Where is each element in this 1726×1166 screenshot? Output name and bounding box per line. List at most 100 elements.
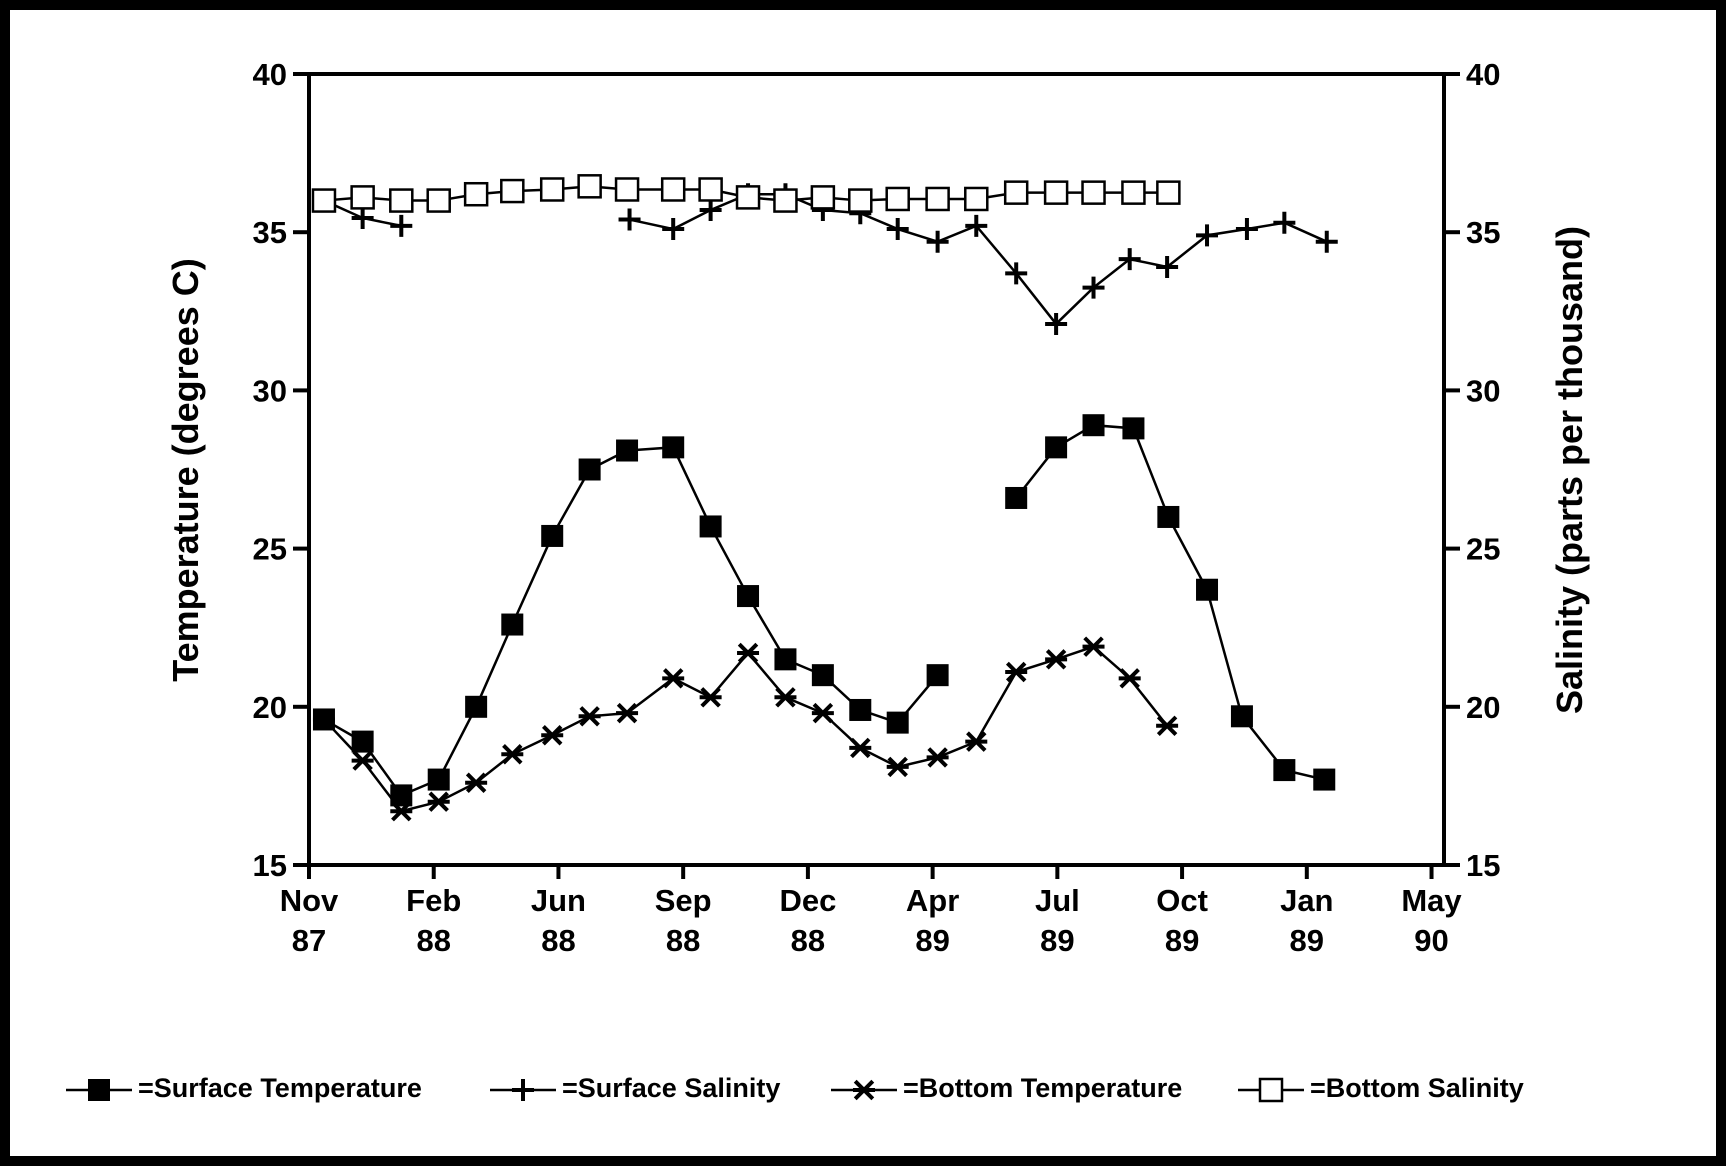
marker bbox=[1156, 180, 1181, 205]
marker bbox=[1082, 414, 1105, 437]
marker bbox=[926, 230, 949, 253]
marker bbox=[578, 458, 601, 481]
marker bbox=[541, 725, 564, 746]
marker bbox=[614, 177, 640, 202]
legend-item: =Surface Temperature bbox=[66, 1073, 422, 1103]
marker bbox=[1156, 715, 1179, 736]
marker bbox=[662, 218, 685, 241]
marker bbox=[926, 664, 949, 687]
marker bbox=[616, 702, 639, 724]
marker bbox=[1121, 180, 1146, 205]
marker bbox=[1005, 262, 1028, 285]
marker bbox=[351, 750, 374, 771]
marker bbox=[350, 185, 375, 210]
marker bbox=[1196, 224, 1219, 247]
marker bbox=[1118, 248, 1141, 271]
marker bbox=[1315, 230, 1338, 253]
marker bbox=[662, 436, 685, 459]
y-tick-label: 15 bbox=[253, 848, 287, 883]
marker bbox=[811, 664, 834, 687]
legend-label: =Surface Salinity bbox=[562, 1073, 780, 1103]
marker bbox=[390, 800, 413, 822]
y2-tick-label: 30 bbox=[1466, 373, 1500, 408]
marker bbox=[886, 218, 909, 241]
marker bbox=[501, 613, 524, 636]
marker bbox=[389, 188, 414, 213]
marker bbox=[390, 214, 413, 237]
marker bbox=[1313, 768, 1336, 791]
marker bbox=[698, 177, 723, 202]
marker bbox=[965, 214, 988, 237]
marker bbox=[699, 199, 722, 222]
y-tick-label: 30 bbox=[253, 373, 287, 408]
marker bbox=[1045, 436, 1068, 459]
marker bbox=[925, 186, 950, 212]
marker bbox=[463, 181, 489, 207]
x-tick-label: Nov 87 bbox=[280, 883, 339, 958]
marker bbox=[1005, 486, 1028, 509]
marker bbox=[1156, 256, 1179, 279]
y2-tick-label: 25 bbox=[1466, 532, 1500, 567]
y2-tick-label: 15 bbox=[1466, 848, 1500, 883]
marker bbox=[1230, 705, 1253, 728]
y-tick-label: 40 bbox=[253, 57, 287, 92]
x-tick-label: Apr 89 bbox=[906, 883, 959, 958]
marker bbox=[848, 188, 873, 213]
y-axis-title: Temperature (degrees C) bbox=[165, 258, 206, 681]
legend-label: =Bottom Salinity bbox=[1310, 1073, 1524, 1103]
marker bbox=[965, 731, 988, 752]
marker bbox=[774, 687, 797, 708]
marker bbox=[541, 524, 564, 547]
marker bbox=[427, 768, 450, 791]
marker bbox=[1081, 180, 1106, 205]
legend-item: =Surface Salinity bbox=[490, 1073, 780, 1103]
y2-axis-title: Salinity (parts per thousand) bbox=[1549, 226, 1590, 714]
marker bbox=[964, 186, 989, 212]
legend-marker bbox=[853, 1079, 875, 1101]
legend-marker bbox=[512, 1079, 534, 1101]
marker bbox=[849, 737, 872, 759]
marker bbox=[351, 730, 374, 753]
marker bbox=[1273, 211, 1296, 234]
marker bbox=[311, 188, 337, 213]
marker bbox=[811, 702, 834, 724]
marker bbox=[577, 174, 602, 199]
x-tick-label: Feb 88 bbox=[406, 883, 461, 958]
legend-item: =Bottom Salinity bbox=[1238, 1073, 1524, 1103]
y2-tick-label: 20 bbox=[1466, 690, 1500, 725]
marker bbox=[810, 185, 836, 210]
y2-tick-label: 35 bbox=[1466, 215, 1500, 250]
marker bbox=[1118, 668, 1141, 689]
legend-marker bbox=[88, 1079, 110, 1101]
marker bbox=[926, 747, 949, 768]
marker bbox=[1196, 578, 1219, 601]
y-tick-label: 35 bbox=[253, 215, 287, 250]
plot-frame bbox=[307, 72, 1446, 867]
y2-tick-label: 40 bbox=[1466, 57, 1500, 92]
marker bbox=[1157, 505, 1180, 528]
legend-marker bbox=[1258, 1077, 1284, 1103]
marker bbox=[312, 709, 335, 730]
marker bbox=[849, 698, 872, 721]
legend-label: =Bottom Temperature bbox=[903, 1073, 1182, 1103]
marker bbox=[539, 177, 565, 202]
marker bbox=[1045, 649, 1068, 670]
marker bbox=[774, 648, 797, 671]
y-tick-label: 20 bbox=[253, 690, 287, 725]
marker bbox=[618, 208, 641, 231]
marker bbox=[500, 178, 525, 204]
marker bbox=[501, 744, 524, 765]
marker bbox=[662, 668, 685, 689]
marker bbox=[465, 772, 488, 793]
marker bbox=[1235, 218, 1258, 241]
marker bbox=[886, 711, 909, 734]
marker bbox=[1043, 180, 1069, 205]
marker bbox=[885, 186, 910, 212]
marker bbox=[1005, 661, 1028, 683]
marker bbox=[660, 177, 686, 202]
marker bbox=[426, 188, 451, 213]
legend-item: =Bottom Temperature bbox=[831, 1073, 1182, 1103]
marker bbox=[737, 642, 760, 664]
